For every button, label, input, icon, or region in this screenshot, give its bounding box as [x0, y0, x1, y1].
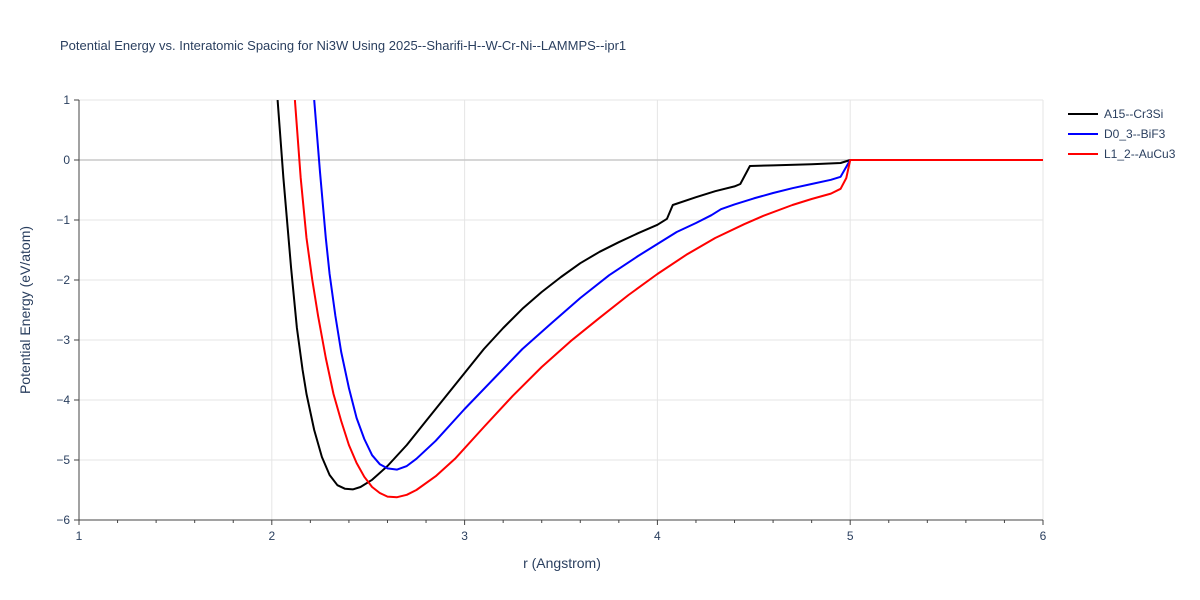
series-line-1 [313, 100, 1043, 471]
y-tick-label: −2 [56, 273, 70, 287]
legend-item-1[interactable]: D0_3--BiF3 [1068, 127, 1166, 141]
legend-label-2: L1_2--AuCu3 [1104, 147, 1176, 161]
chart-title: Potential Energy vs. Interatomic Spacing… [60, 38, 626, 53]
legend[interactable]: A15--Cr3Si D0_3--BiF3 L1_2--AuCu3 [1068, 107, 1176, 161]
series-layer [276, 100, 1043, 499]
y-tick-label: −5 [56, 453, 70, 467]
y-tick-label: 1 [63, 93, 70, 107]
y-tick-label: −6 [56, 513, 70, 527]
x-axis-label: r (Angstrom) [523, 555, 601, 571]
series-line-2 [293, 100, 1043, 499]
x-tick-label: 3 [461, 529, 468, 543]
legend-label-1: D0_3--BiF3 [1104, 127, 1166, 141]
legend-item-0[interactable]: A15--Cr3Si [1068, 107, 1163, 121]
y-axis-label: Potential Energy (eV/atom) [17, 226, 33, 394]
y-tick-label: −1 [56, 213, 70, 227]
x-tick-label: 5 [847, 529, 854, 543]
x-tick-label: 4 [654, 529, 661, 543]
x-tick-label: 6 [1040, 529, 1047, 543]
legend-item-2[interactable]: L1_2--AuCu3 [1068, 147, 1176, 161]
y-tick-label: −4 [56, 393, 70, 407]
legend-label-0: A15--Cr3Si [1104, 107, 1163, 121]
x-tick-label: 1 [76, 529, 83, 543]
axis-layer: 1 2 3 4 5 6 1 0 −1 −2 −3 −4 −5 −6 [56, 93, 1046, 543]
y-tick-label: −3 [56, 333, 70, 347]
x-tick-label: 2 [268, 529, 275, 543]
series-line-0 [276, 100, 1043, 491]
y-tick-label: 0 [63, 153, 70, 167]
grid-layer [79, 99, 1044, 520]
